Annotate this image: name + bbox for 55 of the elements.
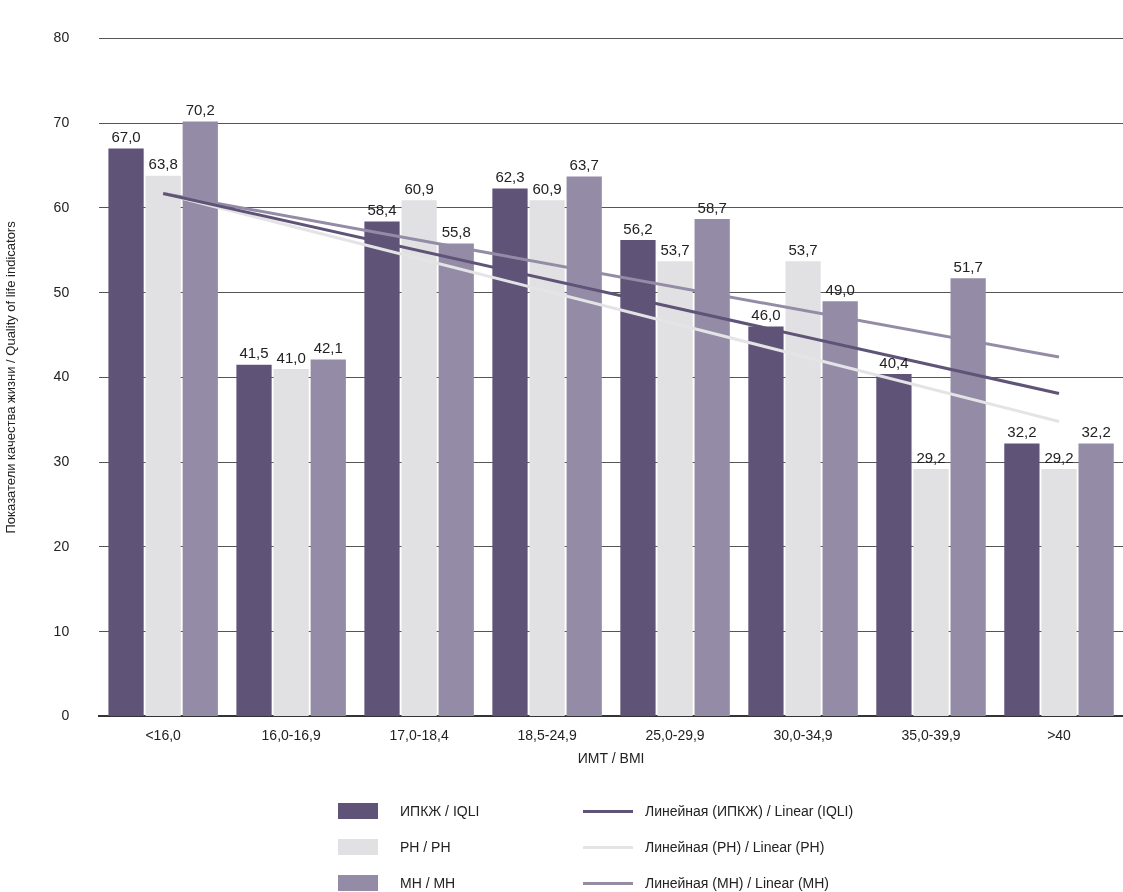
data-label: 55,8 bbox=[441, 223, 471, 241]
data-label: 63,8 bbox=[148, 155, 178, 173]
data-label: 63,7 bbox=[569, 156, 599, 174]
data-label: 29,2 bbox=[916, 448, 946, 466]
y-tick-label: 0 bbox=[61, 707, 70, 724]
y-tick-label: 50 bbox=[53, 283, 70, 300]
data-label: 32,2 bbox=[1007, 423, 1037, 441]
legend-label: PH / PH bbox=[400, 839, 451, 855]
data-label: 51,7 bbox=[953, 257, 983, 275]
bar bbox=[236, 364, 272, 716]
bar bbox=[310, 359, 346, 716]
bar bbox=[913, 468, 949, 716]
legend-label: Линейная (MH) / Linear (MH) bbox=[645, 875, 830, 891]
data-label: 46,0 bbox=[751, 306, 781, 324]
x-tick-label: 17,0-18,4 bbox=[389, 726, 449, 743]
y-tick-label: 30 bbox=[53, 453, 70, 470]
data-label: 53,7 bbox=[788, 240, 818, 258]
legend-label: MH / MH bbox=[400, 875, 456, 891]
x-tick-label: 16,0-16,9 bbox=[261, 726, 321, 743]
x-tick-label: >40 bbox=[1047, 726, 1072, 743]
bar bbox=[1078, 443, 1114, 716]
x-tick-label: 35,0-39,9 bbox=[901, 726, 961, 743]
legend-label: Линейная (ИПКЖ) / Linear (IQLI) bbox=[645, 803, 854, 819]
bar bbox=[876, 374, 912, 716]
y-tick-label: 70 bbox=[53, 114, 70, 131]
bar bbox=[1041, 468, 1077, 716]
y-tick-label: 40 bbox=[53, 368, 70, 385]
x-tick-label: 18,5-24,9 bbox=[517, 726, 577, 743]
data-label: 70,2 bbox=[185, 101, 215, 119]
legend-label: ИПКЖ / IQLI bbox=[400, 803, 480, 819]
data-label: 42,1 bbox=[313, 339, 343, 357]
data-label: 32,2 bbox=[1081, 423, 1111, 441]
y-tick-label: 10 bbox=[53, 622, 70, 639]
data-label: 40,4 bbox=[879, 353, 909, 371]
data-label: 41,0 bbox=[276, 348, 306, 366]
data-label: 67,0 bbox=[111, 128, 141, 146]
data-label: 41,5 bbox=[239, 344, 269, 362]
data-label: 53,7 bbox=[660, 240, 690, 258]
x-axis-title: ИМТ / BMI bbox=[577, 750, 645, 767]
data-label: 60,9 bbox=[404, 179, 434, 197]
y-tick-label: 60 bbox=[53, 198, 70, 215]
legend-label: Линейная (PH) / Linear (PH) bbox=[645, 839, 825, 855]
y-axis-title: Показатели качества жизни / Quality of life indicators bbox=[3, 220, 19, 534]
data-label: 56,2 bbox=[623, 219, 653, 237]
y-tick-label: 20 bbox=[53, 537, 70, 554]
y-tick-label: 80 bbox=[53, 29, 70, 46]
data-label: 60,9 bbox=[532, 179, 562, 197]
bar bbox=[108, 148, 144, 716]
x-tick-label: 25,0-29,9 bbox=[645, 726, 705, 743]
data-label: 62,3 bbox=[495, 168, 525, 186]
data-label: 29,2 bbox=[1044, 448, 1074, 466]
x-tick-label: <16,0 bbox=[145, 726, 182, 743]
bar bbox=[1004, 443, 1040, 716]
x-tick-label: 30,0-34,9 bbox=[773, 726, 833, 743]
bar bbox=[273, 368, 309, 716]
